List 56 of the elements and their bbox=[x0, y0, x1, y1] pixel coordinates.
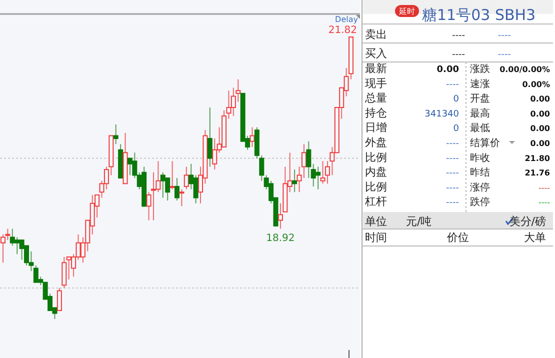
text: 0.00 bbox=[530, 109, 550, 118]
text: 最新 bbox=[365, 62, 387, 75]
text: 结算价 bbox=[470, 137, 500, 149]
text: 涨停 bbox=[470, 181, 490, 194]
text: 时间 bbox=[365, 231, 387, 244]
text: 日增 bbox=[365, 121, 387, 134]
text: 昨收 bbox=[470, 152, 490, 164]
text: 最低 bbox=[470, 123, 490, 134]
text: 现手 bbox=[365, 76, 387, 90]
text: 持仓 bbox=[365, 106, 387, 120]
text: 0.00/0.00% bbox=[500, 65, 550, 74]
text: ---- bbox=[452, 31, 465, 41]
text: 比例 bbox=[365, 180, 387, 194]
text: 买入 bbox=[365, 47, 387, 60]
annotation: 18.92 bbox=[266, 232, 295, 244]
text: 内盘 bbox=[365, 166, 387, 179]
text: 大单 bbox=[524, 231, 546, 244]
text: 0 bbox=[453, 124, 460, 134]
text: ---- bbox=[498, 50, 511, 60]
text: 元/吨 bbox=[406, 215, 432, 228]
text: 美分/磅 bbox=[509, 215, 546, 228]
text: 开盘 bbox=[470, 92, 490, 105]
text: 糖11号03 SBH3 bbox=[422, 6, 536, 24]
text: 价位 bbox=[446, 231, 469, 244]
text: 341340 bbox=[424, 109, 460, 120]
text: 杠杆 bbox=[364, 195, 387, 208]
text: ---- bbox=[446, 198, 459, 208]
text: 单位 bbox=[365, 215, 387, 228]
text: ---- bbox=[538, 198, 550, 208]
text: 21.82 bbox=[328, 25, 357, 36]
text: 21.76 bbox=[524, 168, 550, 178]
text: ---- bbox=[446, 154, 459, 164]
text: 总量 bbox=[364, 92, 387, 105]
text: 速涨 bbox=[470, 78, 490, 90]
text: 0.00% bbox=[522, 80, 550, 89]
text: 比例 bbox=[365, 150, 387, 164]
text: 昨结 bbox=[470, 166, 490, 179]
text: 21.80 bbox=[524, 154, 550, 163]
text: ---- bbox=[446, 139, 459, 149]
text: 0.00 bbox=[530, 139, 550, 148]
text: ---- bbox=[446, 80, 459, 90]
text: 0.00 bbox=[530, 94, 550, 104]
text: ---- bbox=[452, 50, 465, 60]
text: 卖出 bbox=[365, 28, 387, 41]
text: ---- bbox=[498, 31, 511, 41]
text: ---- bbox=[446, 183, 459, 194]
text: 0.00 bbox=[436, 65, 459, 75]
text: 0 bbox=[453, 94, 460, 105]
text: Delay bbox=[335, 15, 358, 24]
text: 0.00 bbox=[530, 124, 550, 134]
text: 跌停 bbox=[470, 196, 490, 208]
text: ---- bbox=[538, 183, 550, 192]
text: ---- bbox=[446, 168, 459, 179]
text: 外盘 bbox=[365, 136, 387, 149]
text: 涨跌 bbox=[470, 63, 490, 75]
text: 最高 bbox=[470, 107, 490, 120]
